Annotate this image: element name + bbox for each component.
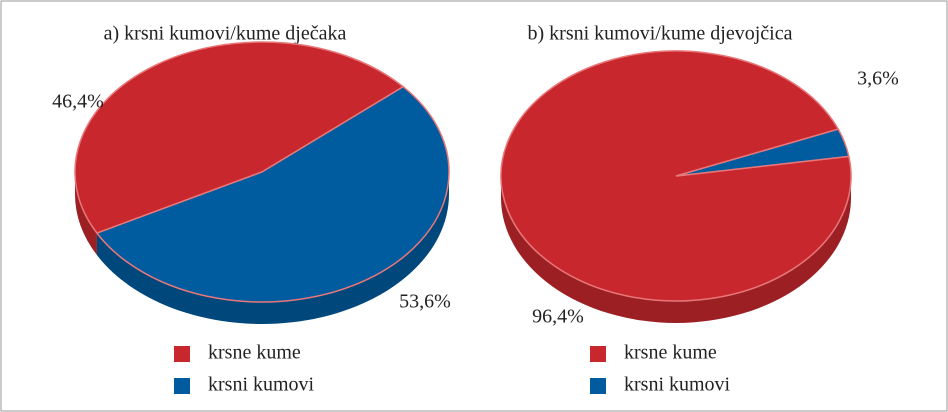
slice <box>95 85 450 303</box>
value-label: 53,6% <box>399 291 451 313</box>
slice-side <box>501 176 851 323</box>
legend-label: krsne kume <box>624 342 717 364</box>
slice <box>675 128 850 177</box>
value-label: 3,6% <box>857 68 899 90</box>
chart-title: a) krsni kumovi/kume dječaka <box>104 23 347 45</box>
slice-side <box>96 172 450 325</box>
legend-swatch <box>590 346 606 362</box>
legend-swatch <box>174 346 190 362</box>
legend-swatch <box>174 378 190 394</box>
slice-side <box>75 172 97 256</box>
legend-label: krsne kume <box>208 342 301 364</box>
chart-title: b) krsni kumovi/kume djevojčica <box>528 23 793 45</box>
legend-swatch <box>590 378 606 394</box>
legend-label: krsni kumovi <box>208 374 315 396</box>
slice <box>74 41 405 235</box>
value-label: 46,4% <box>52 91 104 113</box>
legend-label: krsni kumovi <box>624 374 731 396</box>
value-label: 96,4% <box>532 306 584 328</box>
